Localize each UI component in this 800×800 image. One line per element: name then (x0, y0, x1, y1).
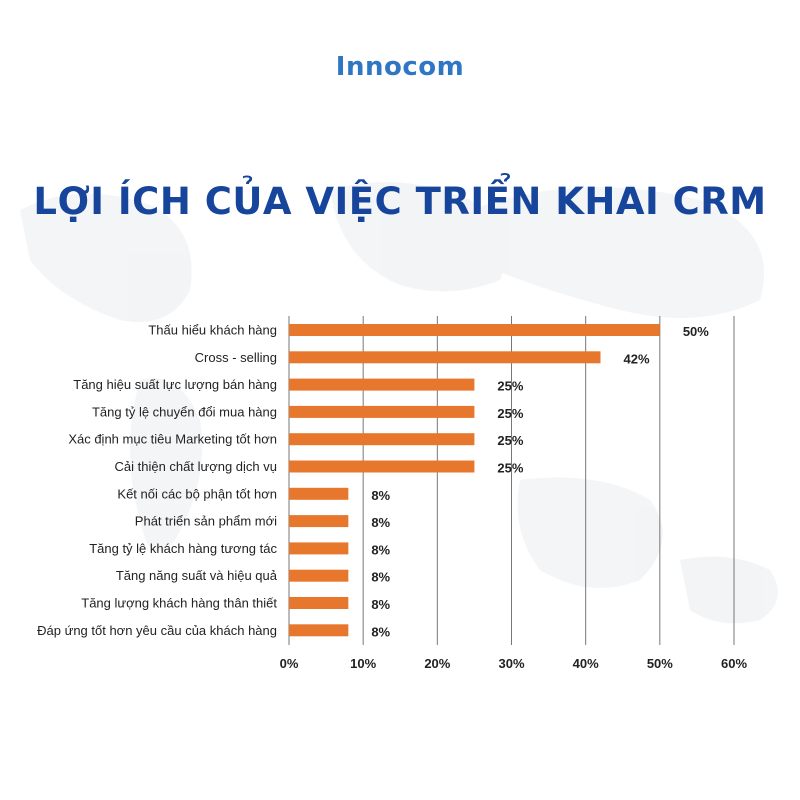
category-label: Đáp ứng tốt hơn yêu cầu của khách hàng (37, 623, 277, 638)
value-label: 42% (624, 351, 650, 366)
bar (289, 460, 475, 473)
value-label: 8% (371, 570, 390, 585)
value-label: 8% (371, 542, 390, 557)
bar (289, 569, 349, 582)
value-label: 8% (371, 515, 390, 530)
x-tick-label: 0% (280, 656, 299, 671)
value-label: 8% (371, 624, 390, 639)
brand-logo: Innocom (335, 52, 465, 82)
category-label: Tăng lượng khách hàng thân thiết (81, 596, 277, 611)
x-tick-label: 50% (647, 656, 673, 671)
x-tick-label: 20% (424, 656, 450, 671)
category-label: Cross - selling (195, 350, 277, 365)
category-label: Cải thiện chất lượng dịch vụ (115, 459, 277, 474)
bar (289, 542, 349, 555)
category-label: Tăng tỷ lệ khách hàng tương tác (89, 541, 277, 556)
category-label: Tăng năng suất và hiệu quả (116, 568, 278, 583)
x-tick-label: 60% (721, 656, 747, 671)
x-tick-label: 30% (498, 656, 524, 671)
value-label: 8% (371, 597, 390, 612)
value-label: 25% (497, 379, 523, 394)
bar (289, 405, 475, 418)
bar (289, 624, 349, 637)
category-label: Tăng tỷ lệ chuyển đổi mua hàng (92, 404, 277, 419)
bar (289, 487, 349, 500)
category-label: Xác định mục tiêu Marketing tốt hơn (68, 432, 277, 447)
bar (289, 351, 601, 364)
bar (289, 378, 475, 391)
bar (289, 515, 349, 528)
value-label: 25% (497, 461, 523, 476)
x-tick-label: 10% (350, 656, 376, 671)
bar (289, 597, 349, 609)
value-label: 25% (497, 433, 523, 448)
page-title: LỢI ÍCH CỦA VIỆC TRIỂN KHAI CRM (33, 180, 767, 223)
category-label: Tăng hiệu suất lực lượng bán hàng (73, 377, 277, 392)
category-label: Thấu hiểu khách hàng (148, 323, 277, 338)
bar (289, 433, 475, 446)
value-label: 50% (683, 324, 709, 339)
value-label: 25% (497, 406, 523, 421)
x-tick-label: 40% (573, 656, 599, 671)
category-label: Phát triển sản phẩm mới (135, 514, 277, 529)
bar (289, 324, 660, 336)
category-label: Kết nối các bộ phận tốt hơn (117, 486, 277, 501)
value-label: 8% (371, 488, 390, 503)
